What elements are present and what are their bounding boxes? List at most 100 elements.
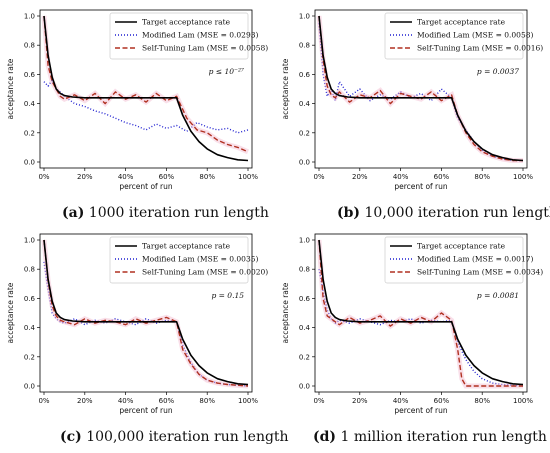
y-tick-label: 1.0 [24, 237, 35, 245]
caption-text: 100,000 iteration run length [86, 429, 289, 445]
y-tick-label: 0.0 [24, 383, 35, 391]
legend-entry: Target acceptance rate [417, 18, 506, 27]
y-tick-label: 0.0 [24, 159, 35, 167]
legend-entry: Target acceptance rate [142, 242, 231, 251]
y-tick-label: 0.4 [299, 100, 311, 108]
x-axis-label: percent of run [394, 182, 448, 191]
x-tick-label: 0% [38, 173, 49, 181]
x-tick-label: 40% [118, 397, 134, 405]
caption-a: (a) 1000 iteration run length [62, 205, 269, 221]
x-tick-label: 80% [199, 397, 215, 405]
caption-text: 10,000 iteration run length [364, 205, 550, 221]
y-tick-label: 0.0 [299, 383, 310, 391]
p-value-annotation: p = 0.15 [211, 291, 244, 300]
legend-box [384, 236, 524, 284]
x-axis-label: percent of run [394, 406, 448, 415]
legend-entry: Self-Tuning Lam (MSE = 0.0058) [142, 44, 268, 53]
caption-c: (c) 100,000 iteration run length [60, 429, 289, 445]
legend-entry: Modified Lam (MSE = 0.0035) [142, 255, 258, 264]
y-tick-label: 0.2 [299, 353, 310, 361]
legend-entry: Target acceptance rate [417, 242, 506, 251]
legend-entry: Modified Lam (MSE = 0.0017) [417, 255, 533, 264]
legend-entry: Self-Tuning Lam (MSE = 0.0016) [417, 44, 543, 53]
legend-entry: Target acceptance rate [142, 18, 231, 27]
caption-b: (b) 10,000 iteration run length [337, 205, 550, 221]
p-value-annotation: p = 0.0081 [477, 291, 519, 300]
y-tick-label: 0.2 [299, 129, 310, 137]
y-axis-label: acceptance rate [6, 282, 15, 343]
chart-panel-3: 0.0 0.2 0.4 0.6 0.8 1.0 0% 20% 40% 60% 80% 100% perc… [6, 233, 268, 415]
y-tick-label: 0.8 [299, 266, 310, 274]
x-tick-label: 0% [38, 397, 49, 405]
x-tick-label: 40% [393, 173, 409, 181]
y-tick-label: 0.2 [24, 129, 35, 137]
plot-frame [314, 233, 528, 393]
chart-panel-2: 0.0 0.2 0.4 0.6 0.8 1.0 0% 20% 40% 60% 80% 100% perc… [281, 9, 543, 191]
x-tick-label: 20% [77, 173, 93, 181]
legend-entry: Self-Tuning Lam (MSE = 0.0020) [142, 268, 268, 277]
caption-d: (d) 1 million iteration run length [313, 429, 547, 445]
x-tick-label: 60% [434, 173, 450, 181]
x-tick-label: 60% [159, 173, 175, 181]
legend-entry: Self-Tuning Lam (MSE = 0.0034) [417, 268, 543, 277]
x-tick-label: 100% [238, 397, 258, 405]
plot-frame [39, 9, 253, 169]
p-value-annotation: p = 0.0037 [477, 67, 519, 76]
x-tick-label: 100% [513, 397, 533, 405]
plot-frame [314, 9, 528, 169]
x-tick-label: 0% [313, 397, 324, 405]
x-axis-label: percent of run [119, 182, 173, 191]
x-tick-label: 80% [474, 397, 490, 405]
y-tick-label: 0.2 [24, 353, 35, 361]
x-tick-label: 40% [393, 397, 409, 405]
x-tick-label: 40% [118, 173, 134, 181]
y-tick-label: 0.6 [299, 71, 311, 79]
y-tick-label: 0.8 [299, 42, 310, 50]
series-line-dotted [318, 23, 523, 162]
series-line-dotted [318, 269, 524, 387]
y-tick-label: 0.4 [299, 324, 311, 332]
chart-panel-1: 0.0 0.2 0.4 0.6 0.8 1.0 0% 20% 40% 60% 80% 100% perc… [6, 9, 268, 191]
series-line-dotted [43, 79, 249, 134]
caption-letter: (c) [60, 429, 82, 445]
caption-letter: (d) [313, 429, 337, 445]
y-tick-label: 0.6 [299, 295, 311, 303]
y-tick-label: 1.0 [299, 13, 310, 21]
y-tick-label: 0.0 [299, 159, 310, 167]
series-line-solid [318, 15, 524, 162]
series-line-dashed [318, 239, 523, 387]
y-tick-label: 0.6 [24, 295, 36, 303]
caption-letter: (b) [337, 205, 361, 221]
y-tick-label: 0.8 [24, 266, 35, 274]
legend-box [384, 12, 524, 60]
x-tick-label: 100% [238, 173, 258, 181]
y-axis-label: acceptance rate [281, 58, 290, 119]
y-tick-label: 0.4 [24, 100, 36, 108]
series-line-solid [43, 15, 249, 162]
legend-box [109, 236, 249, 284]
legend-entry: Modified Lam (MSE = 0.0293) [142, 31, 258, 40]
series-line-dashed [43, 15, 249, 153]
x-axis-label: percent of run [119, 406, 173, 415]
y-tick-label: 0.4 [24, 324, 36, 332]
x-tick-label: 60% [159, 397, 175, 405]
plot-frame [39, 233, 253, 393]
y-axis-label: acceptance rate [281, 282, 290, 343]
legend-entry: Modified Lam (MSE = 0.0058) [417, 31, 533, 40]
series-line-solid [43, 239, 249, 386]
series-line-solid [318, 239, 524, 386]
x-tick-label: 100% [513, 173, 533, 181]
legend-box [109, 12, 249, 60]
x-tick-label: 20% [77, 397, 93, 405]
caption-letter: (a) [62, 205, 85, 221]
p-value-annotation: p ≤ 10⁻²⁷ [209, 67, 244, 76]
x-tick-label: 60% [434, 397, 450, 405]
x-tick-label: 20% [352, 397, 368, 405]
series-line-dashed [318, 15, 523, 162]
y-tick-label: 0.6 [24, 71, 36, 79]
chart-panel-4: 0.0 0.2 0.4 0.6 0.8 1.0 0% 20% 40% 60% 80% 100% perc… [281, 233, 543, 415]
x-tick-label: 80% [199, 173, 215, 181]
caption-text: 1000 iteration run length [88, 205, 269, 221]
x-tick-label: 80% [474, 173, 490, 181]
